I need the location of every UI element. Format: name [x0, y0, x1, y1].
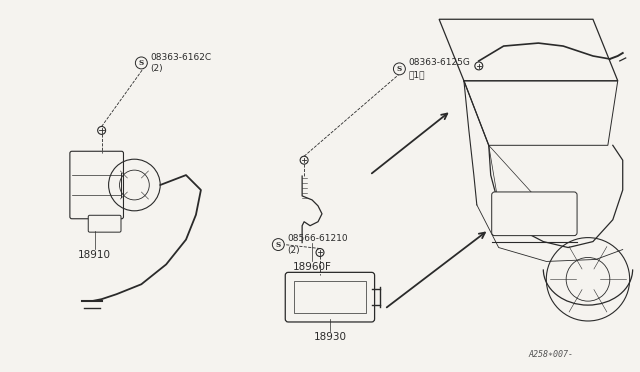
- Text: S: S: [276, 241, 281, 248]
- FancyBboxPatch shape: [70, 151, 124, 219]
- Text: 08363-6162C
(2): 08363-6162C (2): [150, 52, 211, 73]
- Circle shape: [394, 63, 405, 75]
- Circle shape: [136, 57, 147, 69]
- FancyBboxPatch shape: [294, 281, 365, 313]
- Text: 08363-6125G
（1）: 08363-6125G （1）: [408, 58, 470, 79]
- Text: 18910: 18910: [78, 250, 111, 260]
- Text: 08566-61210
(2): 08566-61210 (2): [287, 234, 348, 255]
- FancyBboxPatch shape: [492, 192, 577, 235]
- Text: A258∗007‐: A258∗007‐: [529, 350, 573, 359]
- Circle shape: [273, 238, 284, 250]
- FancyBboxPatch shape: [285, 272, 374, 322]
- Text: 18930: 18930: [314, 332, 346, 342]
- FancyBboxPatch shape: [88, 215, 121, 232]
- Text: S: S: [139, 59, 144, 67]
- Text: 18960F: 18960F: [292, 262, 332, 272]
- Text: S: S: [397, 65, 402, 73]
